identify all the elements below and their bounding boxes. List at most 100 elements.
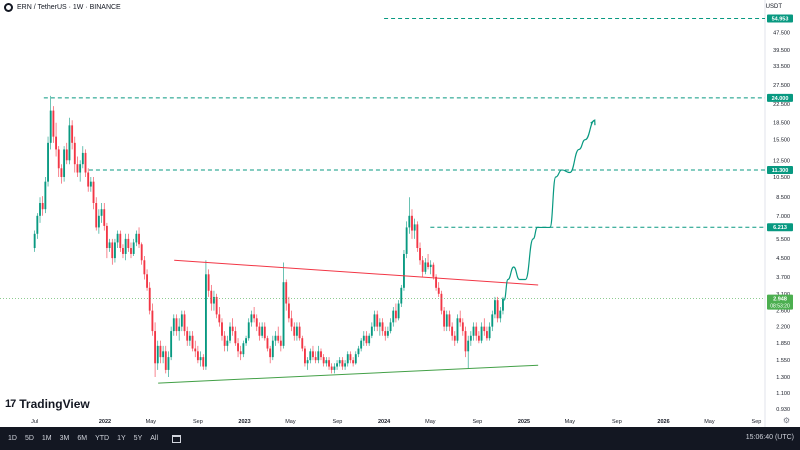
candle-body — [389, 322, 392, 332]
candle-body — [445, 314, 448, 327]
candle-body — [469, 335, 472, 341]
candle-body — [360, 340, 363, 349]
chart-area[interactable]: 47.500 39.500 33.500 27.500 22.500 18.500 15.5… — [0, 0, 800, 427]
x-tick-label: 2025 — [518, 419, 530, 425]
candle-body — [164, 351, 167, 370]
candle-body — [306, 360, 309, 364]
candle-body — [408, 215, 411, 228]
candle-body — [416, 224, 419, 249]
support-trendline[interactable] — [158, 364, 539, 384]
y-tick-label: 22.500 — [773, 102, 790, 108]
candle-body — [459, 318, 462, 323]
candle-body — [491, 314, 494, 327]
candle-body — [440, 293, 443, 311]
candle-body — [502, 298, 504, 311]
y-tick-label: 1.850 — [776, 341, 790, 347]
y-tick-label: 1.550 — [776, 358, 790, 364]
candle-body — [411, 215, 413, 231]
candle-body — [159, 345, 162, 358]
range-5y-button[interactable]: 5Y — [133, 435, 143, 442]
candle-body — [226, 340, 229, 346]
range-1y-button[interactable]: 1Y — [117, 435, 126, 442]
candle-body — [108, 242, 111, 249]
price-chart[interactable]: 47.500 39.500 33.500 27.500 22.500 18.500 15.5… — [0, 0, 800, 427]
candle-body — [199, 357, 202, 361]
candle-body — [111, 242, 114, 259]
candle-body — [79, 164, 82, 173]
candle-body — [344, 363, 347, 367]
range-3m-button[interactable]: 3M — [59, 435, 70, 442]
candle-body — [239, 351, 242, 355]
candle-body — [384, 331, 387, 336]
projection-path[interactable] — [503, 119, 595, 301]
candle-body — [376, 314, 379, 327]
settings-gear-icon[interactable]: ⚙ — [782, 416, 790, 425]
calendar-icon[interactable] — [172, 434, 182, 443]
candle-body — [448, 314, 451, 327]
candle-body — [140, 244, 143, 261]
range-all-button[interactable]: All — [150, 435, 159, 442]
x-tick-label: 2023 — [238, 419, 250, 425]
candle-body — [114, 242, 116, 259]
range-1d-button[interactable]: 1D — [8, 435, 17, 442]
candle-body — [341, 360, 344, 367]
candle-body — [229, 326, 231, 341]
projection-arrowhead — [590, 119, 596, 126]
symbol-header[interactable]: ERN / TetherUS · 1W · BINANCE — [4, 3, 121, 12]
candle-body — [480, 326, 483, 341]
candle-body — [44, 181, 47, 210]
price-level-tag — [767, 93, 793, 102]
candle-body — [261, 326, 264, 336]
y-tick-label: 7.000 — [776, 214, 790, 220]
range-6m-button[interactable]: 6M — [77, 435, 88, 442]
candle-body — [467, 340, 470, 352]
y-tick-label: 47.500 — [773, 30, 790, 36]
candle-body — [427, 262, 429, 268]
candle-body — [370, 326, 373, 336]
candle-body — [357, 348, 360, 355]
y-tick-label: 18.500 — [773, 121, 790, 127]
candle-body — [421, 260, 424, 272]
candle-body — [119, 233, 122, 249]
candle-body — [437, 287, 440, 294]
candle-body — [156, 345, 159, 364]
candle-body — [87, 172, 90, 187]
candle-body — [223, 335, 226, 346]
x-tick-label: May — [565, 419, 576, 425]
candle-body — [285, 282, 288, 304]
candle-body — [279, 340, 282, 346]
x-tick-label: Sep — [612, 419, 622, 425]
x-tick-label: Sep — [752, 419, 762, 425]
candle-body — [362, 335, 365, 341]
currency-label[interactable]: USDT — [765, 4, 782, 10]
candle-body — [298, 326, 301, 339]
y-tick-label: 8.500 — [776, 195, 790, 201]
candle-body — [218, 314, 221, 323]
candle-body — [105, 225, 108, 249]
x-tick-label: May — [285, 419, 296, 425]
candle-body — [368, 335, 371, 344]
tradingview-brand[interactable]: 17 TradingView — [5, 397, 90, 411]
x-tick-label: May — [704, 419, 715, 425]
y-tick-label: 2.600 — [776, 309, 790, 315]
range-1m-button[interactable]: 1M — [41, 435, 52, 442]
utc-clock[interactable]: 15:06:40 (UTC) — [745, 434, 794, 441]
candle-body — [496, 300, 499, 319]
candle-body — [499, 310, 502, 319]
candle-body — [194, 348, 197, 352]
resistance-trendline[interactable] — [174, 259, 539, 286]
candle-body — [204, 274, 207, 367]
range-5d-button[interactable]: 5D — [24, 435, 34, 442]
x-tick-label: Sep — [333, 419, 343, 425]
candle-body — [55, 136, 58, 150]
candle-body — [135, 233, 138, 243]
candle-body — [317, 351, 320, 361]
candle-body — [397, 303, 400, 319]
candle-body — [143, 260, 146, 275]
candle-body — [221, 322, 223, 336]
candle-body — [41, 203, 44, 210]
candle-body — [92, 181, 95, 204]
candle-body — [293, 326, 296, 336]
candle-body — [274, 335, 277, 341]
range-ytd-button[interactable]: YTD — [95, 435, 110, 442]
